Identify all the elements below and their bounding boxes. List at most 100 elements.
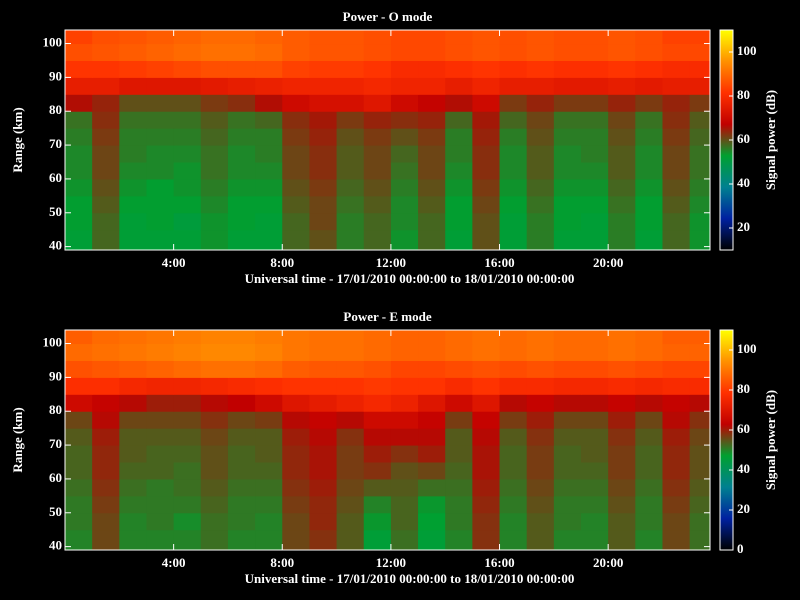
heatmap-cell bbox=[635, 529, 663, 550]
heatmap-cell bbox=[309, 330, 338, 345]
heatmap-cell bbox=[146, 229, 175, 250]
heatmap-cell bbox=[390, 394, 419, 412]
heatmap-cell bbox=[65, 512, 93, 531]
colorbar bbox=[719, 329, 734, 551]
heatmap-cell bbox=[282, 212, 310, 231]
heatmap-cell bbox=[608, 145, 636, 163]
heatmap-cell bbox=[65, 394, 93, 412]
heatmap-cell bbox=[689, 529, 710, 550]
heatmap-cell bbox=[227, 43, 256, 61]
heatmap-cell bbox=[173, 360, 202, 378]
heatmap-cell bbox=[309, 30, 338, 45]
heatmap-cell bbox=[363, 462, 392, 480]
heatmap-cell bbox=[309, 229, 338, 250]
heatmap-cell bbox=[472, 178, 501, 197]
heatmap-cell bbox=[227, 478, 256, 497]
heatmap-cell bbox=[499, 394, 528, 412]
heatmap-cell bbox=[635, 212, 663, 231]
heatmap-cell bbox=[173, 30, 202, 45]
heatmap-cell bbox=[553, 478, 582, 497]
x-tick-label: 20:00 bbox=[593, 255, 623, 270]
heatmap-cell bbox=[92, 411, 120, 429]
heatmap-cell bbox=[553, 212, 582, 231]
heatmap-cell bbox=[227, 330, 256, 345]
y-tick-label: 90 bbox=[49, 368, 62, 383]
heatmap-cell bbox=[200, 128, 229, 146]
heatmap-cell bbox=[635, 43, 663, 61]
heatmap-cell bbox=[146, 212, 175, 231]
heatmap-cell bbox=[363, 512, 392, 531]
heatmap-cell bbox=[662, 195, 691, 214]
heatmap-cell bbox=[363, 60, 392, 78]
y-tick-label: 60 bbox=[49, 170, 62, 185]
heatmap-cell bbox=[200, 462, 229, 480]
heatmap-cell bbox=[173, 394, 202, 412]
heatmap-cell bbox=[282, 162, 310, 180]
heatmap-cell bbox=[173, 60, 202, 78]
heatmap-cell bbox=[689, 162, 710, 180]
heatmap-cell bbox=[581, 428, 609, 446]
heatmap-cell bbox=[608, 377, 636, 395]
heatmap-cell bbox=[635, 195, 663, 214]
heatmap-cell bbox=[445, 30, 473, 45]
heatmap-cell bbox=[418, 212, 446, 231]
heatmap-cell bbox=[146, 462, 175, 480]
heatmap-cell bbox=[526, 43, 555, 61]
heatmap-cell bbox=[499, 162, 528, 180]
heatmap-cell bbox=[119, 128, 147, 146]
heatmap-cell bbox=[255, 360, 283, 378]
heatmap-cell bbox=[390, 411, 419, 429]
heatmap-cell bbox=[282, 77, 310, 95]
heatmap-cell bbox=[119, 495, 147, 514]
heatmap-cell bbox=[390, 195, 419, 214]
heatmap-cell bbox=[472, 162, 501, 180]
heatmap-cell bbox=[227, 212, 256, 231]
heatmap-cell bbox=[173, 212, 202, 231]
heatmap-cell bbox=[689, 512, 710, 531]
heatmap-cell bbox=[499, 411, 528, 429]
heatmap-cell bbox=[65, 77, 93, 95]
heatmap-cell bbox=[65, 43, 93, 61]
heatmap-cell bbox=[255, 411, 283, 429]
heatmap-cell bbox=[65, 343, 93, 361]
heatmap-cell bbox=[65, 128, 93, 146]
heatmap-cell bbox=[255, 495, 283, 514]
heatmap-cell bbox=[227, 462, 256, 480]
heatmap-cell bbox=[309, 428, 338, 446]
heatmap-cell bbox=[200, 60, 229, 78]
heatmap-cell bbox=[119, 77, 147, 95]
heatmap-cell bbox=[146, 162, 175, 180]
x-tick-label: 12:00 bbox=[376, 555, 406, 570]
heatmap-cell bbox=[119, 212, 147, 231]
heatmap-cell bbox=[445, 128, 473, 146]
heatmap-cell bbox=[662, 212, 691, 231]
heatmap-cell bbox=[336, 77, 365, 95]
heatmap-cell bbox=[662, 60, 691, 78]
heatmap-cell bbox=[608, 229, 636, 250]
heatmap-cell bbox=[553, 195, 582, 214]
heatmap-cell bbox=[689, 478, 710, 497]
colorbar-tick-label: 60 bbox=[737, 131, 750, 146]
heatmap-cell bbox=[282, 43, 310, 61]
heatmap-cell bbox=[635, 411, 663, 429]
heatmap-cell bbox=[146, 30, 175, 45]
heatmap-cell bbox=[553, 428, 582, 446]
heatmap-cell bbox=[92, 512, 120, 531]
heatmap-cell bbox=[608, 478, 636, 497]
heatmap-cell bbox=[608, 43, 636, 61]
heatmap-cell bbox=[336, 195, 365, 214]
heatmap-cell bbox=[363, 411, 392, 429]
heatmap-cell bbox=[499, 195, 528, 214]
heatmap-cell bbox=[635, 145, 663, 163]
heatmap-cell bbox=[608, 343, 636, 361]
heatmap-cell bbox=[65, 529, 93, 550]
heatmap-cell bbox=[662, 360, 691, 378]
colorbar-tick-label: 100 bbox=[737, 341, 757, 356]
heatmap-cell bbox=[363, 30, 392, 45]
heatmap-cell bbox=[282, 30, 310, 45]
heatmap-cell bbox=[65, 178, 93, 197]
heatmap-cell bbox=[472, 343, 501, 361]
heatmap-cell bbox=[418, 330, 446, 345]
heatmap-cell bbox=[581, 377, 609, 395]
